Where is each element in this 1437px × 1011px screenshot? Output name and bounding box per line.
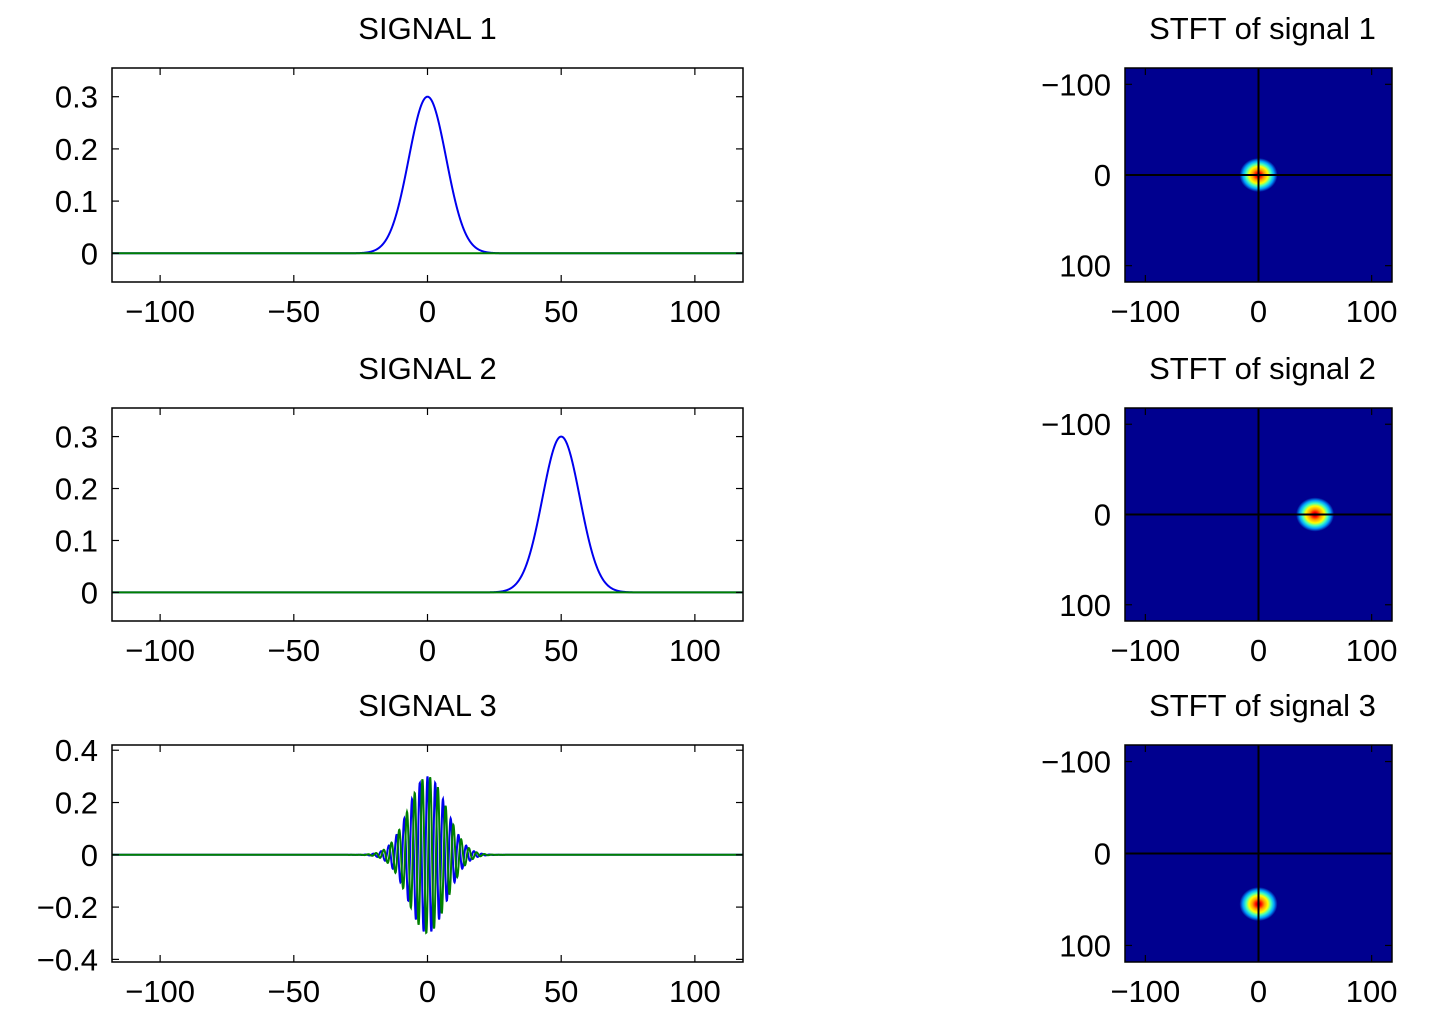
x-tick-label: −50 bbox=[268, 633, 321, 668]
y-tick-label: 0 bbox=[81, 838, 98, 873]
y-tick-label: 0.4 bbox=[55, 733, 98, 768]
x-tick-label: −100 bbox=[125, 633, 195, 668]
y-tick-label: 0.2 bbox=[55, 786, 98, 821]
stft-1-plot: STFT of signal 1 −100 0 100 −100 0 100 bbox=[1041, 11, 1397, 329]
y-tick-label: 0 bbox=[81, 236, 98, 271]
x-tick-label: 50 bbox=[544, 633, 578, 668]
x-tick-label: 0 bbox=[419, 974, 436, 1009]
series-line-2 bbox=[112, 776, 743, 935]
y-tick-label: 0.2 bbox=[55, 132, 98, 167]
x-tick-label: 100 bbox=[669, 294, 721, 329]
y-tick-label: −100 bbox=[1041, 407, 1111, 442]
y-tick-label: −0.4 bbox=[37, 942, 98, 977]
signal-1-plot: SIGNAL 1 −100 −50 0 50 100 0 0.1 0.2 0.3 bbox=[55, 11, 744, 329]
x-tick-label: 0 bbox=[1250, 633, 1267, 668]
y-tick-label: 0.1 bbox=[55, 523, 98, 558]
x-tick-label: 50 bbox=[544, 294, 578, 329]
x-tick-label: 100 bbox=[1346, 974, 1398, 1009]
x-tick-label: −100 bbox=[1110, 294, 1180, 329]
axes-frame bbox=[111, 407, 744, 622]
chart-title: STFT of signal 1 bbox=[1149, 11, 1376, 46]
y-tick-label: 0 bbox=[1094, 837, 1111, 872]
y-tick-label: −0.2 bbox=[37, 890, 98, 925]
axes-frame bbox=[111, 67, 744, 283]
chart-title: SIGNAL 2 bbox=[358, 351, 496, 386]
stft-2-plot: STFT of signal 2 −100 0 100 −100 0 100 bbox=[1041, 351, 1397, 668]
x-tick-label: 0 bbox=[419, 294, 436, 329]
y-tick-label: 0.3 bbox=[55, 80, 98, 115]
chart-title: STFT of signal 2 bbox=[1149, 351, 1376, 386]
series-line-1 bbox=[112, 95, 743, 255]
chart-title: SIGNAL 1 bbox=[358, 11, 496, 46]
y-tick-label: 0 bbox=[1094, 498, 1111, 533]
stft-3-plot: STFT of signal 3 −100 0 100 −100 0 100 bbox=[1041, 688, 1397, 1009]
y-tick-label: −100 bbox=[1041, 67, 1111, 102]
y-tick-label: 0.3 bbox=[55, 420, 98, 455]
x-tick-label: −50 bbox=[268, 294, 321, 329]
x-tick-label: 50 bbox=[544, 974, 578, 1009]
signal-3-plot: SIGNAL 3 −100 −50 0 50 100 −0.4 −0.2 0 0.2 0.4 bbox=[37, 688, 744, 1009]
y-tick-label: 0.1 bbox=[55, 184, 98, 219]
chart-title: SIGNAL 3 bbox=[358, 688, 496, 723]
y-tick-label: 100 bbox=[1059, 588, 1111, 623]
x-tick-label: 100 bbox=[669, 633, 721, 668]
chart-title: STFT of signal 3 bbox=[1149, 688, 1376, 723]
signal-2-plot: SIGNAL 2 −100 −50 0 50 100 0 0.1 0.2 0.3 bbox=[55, 351, 744, 668]
y-tick-label: 100 bbox=[1059, 928, 1111, 963]
x-tick-label: 0 bbox=[419, 633, 436, 668]
y-tick-label: 0.2 bbox=[55, 472, 98, 507]
y-tick-label: −100 bbox=[1041, 745, 1111, 780]
x-tick-label: −100 bbox=[125, 294, 195, 329]
y-tick-label: 0 bbox=[1094, 158, 1111, 193]
x-tick-label: −100 bbox=[1110, 974, 1180, 1009]
x-tick-label: −100 bbox=[1110, 633, 1180, 668]
x-tick-label: −100 bbox=[125, 974, 195, 1009]
x-tick-label: 0 bbox=[1250, 974, 1267, 1009]
x-tick-label: 100 bbox=[1346, 294, 1398, 329]
x-tick-label: 100 bbox=[669, 974, 721, 1009]
x-tick-label: 0 bbox=[1250, 294, 1267, 329]
series-line-1 bbox=[112, 435, 743, 594]
y-tick-label: 100 bbox=[1059, 249, 1111, 284]
x-tick-label: 100 bbox=[1346, 633, 1398, 668]
x-tick-label: −50 bbox=[268, 974, 321, 1009]
y-tick-label: 0 bbox=[81, 575, 98, 610]
